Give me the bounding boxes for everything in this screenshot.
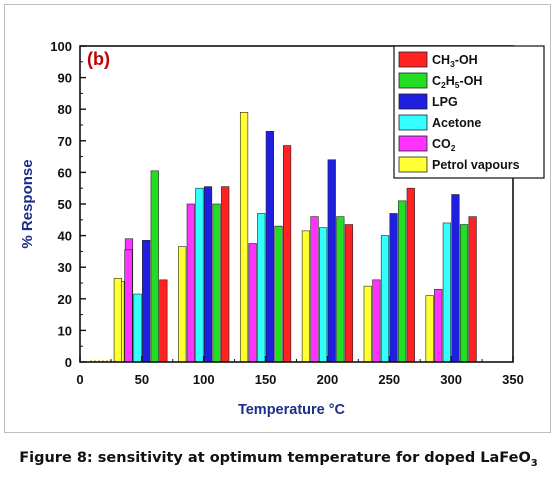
bar-co2-150: [248, 243, 257, 363]
bar-lpg-300: [451, 194, 460, 363]
x-tick-label-300: 300: [440, 372, 462, 387]
bar-acetone-50: [133, 293, 142, 363]
y-tick-label-70: 70: [58, 134, 72, 149]
x-axis-title-unit: °C: [329, 402, 346, 418]
y-tick-label-0: 0: [65, 355, 72, 370]
legend-label-ch3-oh: CH3-OH: [432, 53, 478, 69]
y-tick-label-60: 60: [58, 165, 72, 180]
legend-label-acetone: Acetone: [432, 116, 481, 130]
bar-co2-250: [372, 279, 381, 363]
x-axis-title-text: Temperature: [238, 402, 329, 418]
bar-ch3-oh-100: [221, 186, 230, 363]
legend-swatch-acetone: [398, 114, 428, 131]
bar-petrol-vapours-250: [363, 285, 372, 363]
x-axis-title: Temperature °C: [238, 402, 346, 418]
bar-acetone-250: [380, 235, 390, 363]
bar-acetone-100: [195, 187, 204, 363]
x-tick-label-50: 50: [135, 372, 149, 387]
bar-lpg-50: [142, 240, 151, 363]
x-tick-label-200: 200: [317, 372, 339, 387]
caption-text: Figure 8: sensitivity at optimum tempera…: [19, 450, 531, 466]
bar-lpg-250: [389, 213, 398, 363]
bar-petrol-vapours-150: [239, 112, 249, 363]
x-tick-label-350: 350: [502, 372, 524, 387]
bar-c2h5-oh-300: [459, 224, 469, 363]
bar-petrol-vapours-200: [301, 230, 311, 363]
legend-swatch-ch3-oh: [398, 51, 428, 68]
bar-lpg-100: [203, 186, 213, 363]
bar-ch3-oh-150: [282, 145, 292, 363]
y-tick-label-40: 40: [58, 229, 72, 244]
y-tick-label-30: 30: [58, 260, 72, 275]
bar-c2h5-oh-250: [398, 200, 407, 363]
legend-swatch-lpg: [398, 93, 428, 110]
caption-subscript: 3: [530, 457, 538, 469]
bar-lpg-200: [327, 159, 336, 363]
panel-label: (b): [87, 49, 110, 69]
legend-box: [393, 45, 545, 179]
legend-label-co2: CO2: [432, 137, 456, 153]
bar-c2h5-oh-100: [212, 203, 221, 363]
y-tick-label-90: 90: [58, 71, 72, 86]
x-tick-label-100: 100: [193, 372, 215, 387]
x-tick-label-250: 250: [378, 372, 400, 387]
bar-c2h5-oh-150: [274, 225, 283, 363]
bar-ch3-oh-300: [468, 216, 477, 363]
bar-acetone-300: [442, 222, 451, 363]
bar-co2-300: [434, 289, 443, 363]
y-axis-title: % Response: [19, 159, 36, 248]
y-tick-label-20: 20: [58, 292, 72, 307]
bar-c2h5-oh-50: [150, 170, 159, 363]
legend-swatch-co2: [398, 135, 428, 152]
bar-petrol-vapours-300: [425, 295, 434, 363]
y-tick-label-50: 50: [58, 197, 72, 212]
bar-petrol-vapours-100: [178, 246, 187, 363]
bar-co2-100: [186, 203, 195, 363]
legend-swatch-petrol-vapours: [398, 156, 428, 173]
bar-co2-200: [310, 216, 319, 363]
figure-caption: Figure 8: sensitivity at optimum tempera…: [0, 450, 557, 469]
y-tick-label-10: 10: [58, 323, 72, 338]
bar-chart: 0 10 20 30 40 50 60 70 80 90 100 0 50 100 150 200 250 300…: [19, 39, 545, 418]
legend-swatch-c2h5-oh: [398, 72, 428, 89]
bar-ch3-oh-200: [344, 224, 354, 363]
x-tick-label-0: 0: [76, 372, 83, 387]
bar-lpg-150: [265, 131, 274, 363]
bar-acetone-200: [319, 227, 328, 363]
legend-label-c2h5-oh: C2H5-OH: [432, 74, 482, 90]
bar-extra-co2: [124, 249, 133, 363]
legend-label-petrol-vapours: Petrol vapours: [432, 158, 520, 172]
y-tick-label-80: 80: [58, 102, 72, 117]
bar-c2h5-oh-200: [336, 216, 345, 363]
bar-extra-petrol-vapours: [113, 277, 122, 363]
bar-acetone-150: [257, 213, 266, 363]
legend-label-lpg: LPG: [432, 95, 458, 109]
bar-ch3-oh-50: [159, 279, 168, 363]
bar-ch3-oh-250: [406, 187, 415, 363]
x-tick-label-150: 150: [255, 372, 277, 387]
y-tick-label-100: 100: [50, 39, 72, 54]
